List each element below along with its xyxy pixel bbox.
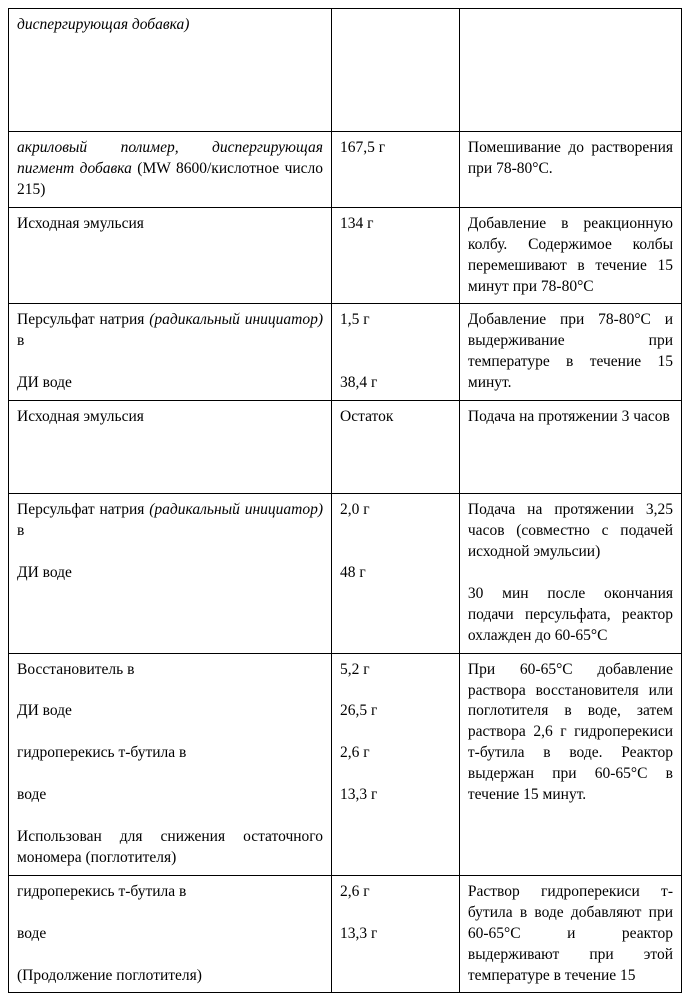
cell-col1: диспергирующая добавка): [9, 9, 332, 132]
cell-col2: Остаток: [332, 401, 460, 494]
cell-col2: [332, 9, 460, 132]
cell-col3: [459, 9, 681, 132]
cell-col3: Добавление при 78-80°С и выдерживание пр…: [459, 304, 681, 401]
table-row: акриловый полимер, диспергирующая пигмен…: [9, 132, 682, 208]
cell-col1: гидроперекись т-бутила в воде (Продолжен…: [9, 875, 332, 993]
cell-col3: Помешивание до растворения при 78-80°С.: [459, 132, 681, 208]
table-row: диспергирующая добавка): [9, 9, 682, 132]
cell-col2: 2,6 г 13,3 г: [332, 875, 460, 993]
table-row: гидроперекись т-бутила в воде (Продолжен…: [9, 875, 682, 993]
main-table: диспергирующая добавка)акриловый полимер…: [8, 8, 682, 993]
cell-col1: Исходная эмульсия: [9, 401, 332, 494]
table-row: Персульфат натрия (радикальный инициатор…: [9, 304, 682, 401]
cell-col1: Восстановитель в ДИ воде гидроперекись т…: [9, 653, 332, 875]
cell-col1: Исходная эмульсия: [9, 207, 332, 304]
cell-col2: 5,2 г 26,5 г 2,6 г 13,3 г: [332, 653, 460, 875]
cell-col2: 167,5 г: [332, 132, 460, 208]
cell-col3: Подача на протяжении 3,25 часов (совмест…: [459, 494, 681, 653]
table-row: Исходная эмульсияОстатокПодача на протяж…: [9, 401, 682, 494]
cell-col2: 134 г: [332, 207, 460, 304]
cell-col2: 1,5 г 38,4 г: [332, 304, 460, 401]
cell-col3: Подача на протяжении 3 часов: [459, 401, 681, 494]
cell-col1: акриловый полимер, диспергирующая пигмен…: [9, 132, 332, 208]
table-row: Персульфат натрия (радикальный инициатор…: [9, 494, 682, 653]
cell-col3: При 60-65°С добавление раствора восстано…: [459, 653, 681, 875]
table-row: Исходная эмульсия134 гДобавление в реакц…: [9, 207, 682, 304]
cell-col1: Персульфат натрия (радикальный инициатор…: [9, 304, 332, 401]
page: диспергирующая добавка)акриловый полимер…: [0, 0, 690, 1001]
cell-col3: Раствор гидроперекиси т-бутила в воде до…: [459, 875, 681, 993]
cell-col3: Добавление в реакционную колбу. Содержим…: [459, 207, 681, 304]
table-body: диспергирующая добавка)акриловый полимер…: [9, 9, 682, 993]
table-row: Восстановитель в ДИ воде гидроперекись т…: [9, 653, 682, 875]
cell-col1: Персульфат натрия (радикальный инициатор…: [9, 494, 332, 653]
cell-col2: 2,0 г 48 г: [332, 494, 460, 653]
